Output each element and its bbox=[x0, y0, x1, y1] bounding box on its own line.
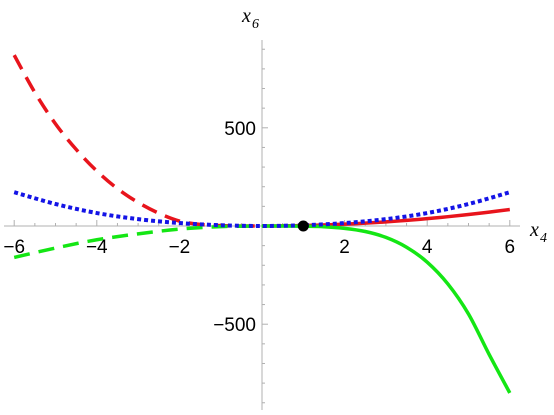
series-line-3 bbox=[261, 224, 512, 394]
y-tick-label: −500 bbox=[213, 315, 256, 336]
x-tick-label: 6 bbox=[505, 237, 516, 258]
y-axis-label-subscript: 6 bbox=[252, 17, 259, 32]
series-group bbox=[12, 54, 512, 394]
series-line-4 bbox=[13, 224, 263, 260]
x-tick-label: 2 bbox=[339, 237, 350, 258]
series-line-5 bbox=[13, 190, 511, 229]
series-line-2 bbox=[12, 54, 263, 228]
marker-point bbox=[297, 220, 309, 232]
x-tick-label: −6 bbox=[3, 237, 25, 258]
x-tick-label: 4 bbox=[422, 237, 433, 258]
x-axis-label-subscript: 4 bbox=[540, 231, 547, 246]
x-tick-label: −4 bbox=[86, 237, 108, 258]
y-axis-label: x bbox=[241, 5, 251, 27]
x-axis-label: x bbox=[529, 219, 539, 241]
x-tick-label: −2 bbox=[169, 237, 191, 258]
tick-labels: −6 −4 −2 2 4 6 500 −500 bbox=[3, 119, 515, 336]
y-tick-label: 500 bbox=[224, 119, 256, 140]
